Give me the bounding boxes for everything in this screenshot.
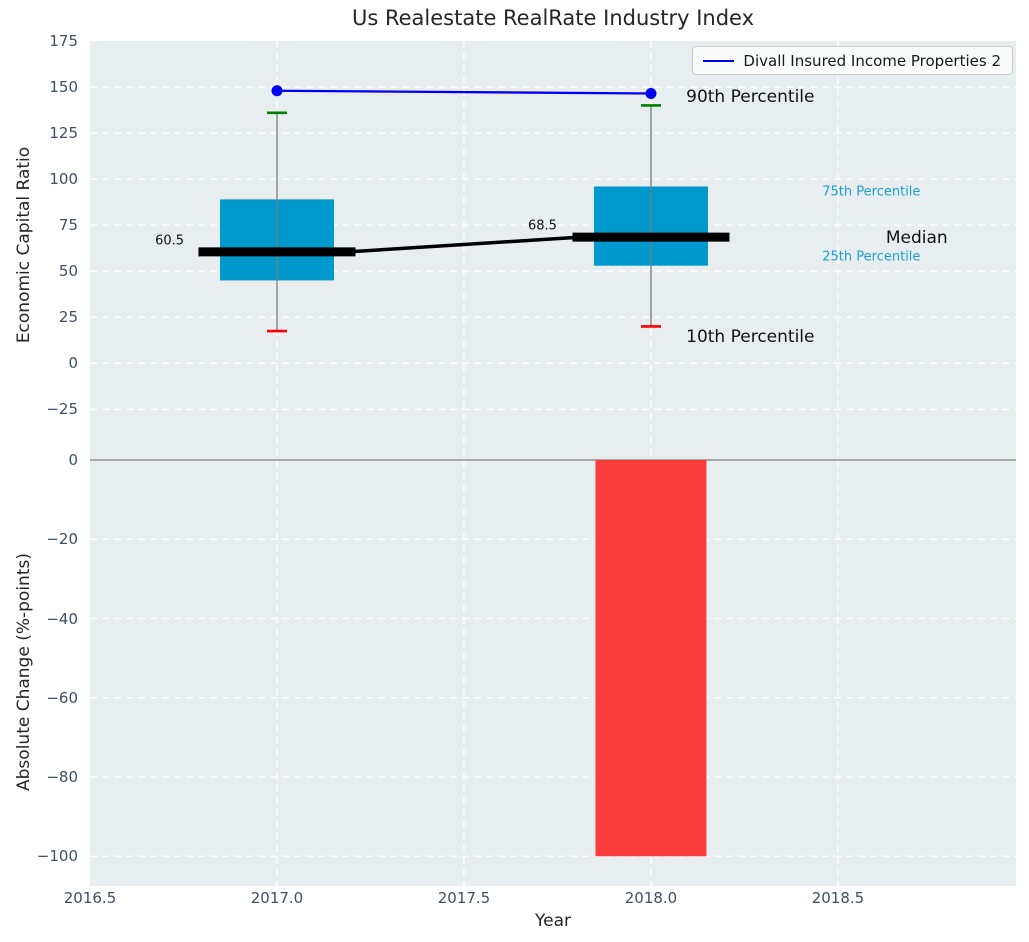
annotation-label: 75th Percentile [822,184,921,200]
y-tick-label: −60 [46,688,78,707]
y-tick-label: 125 [49,124,78,143]
annotation-label: Median [885,228,948,249]
y-tick-label: 150 [49,78,78,97]
series-legend-label: Divall Insured Income Properties 2 [743,51,1001,70]
x-tick-label: 2017.0 [250,889,304,907]
y-tick-label: −25 [46,400,78,419]
y-tick-label: −20 [46,530,78,549]
series-line-swatch-icon [703,59,735,62]
series-legend: Divall Insured Income Properties 2 [692,46,1013,75]
y-tick-label: 50 [58,262,78,281]
x-tick-label: 2018.0 [624,889,678,907]
y-tick-label: −40 [46,609,78,628]
y-axis-label-bottom: Absolute Change (%-points) [14,553,34,791]
x-tick-label: 2018.5 [811,889,865,907]
y-tick-label: 100 [49,170,78,189]
y-tick-label: 0 [68,451,78,469]
annotation-label: 25th Percentile [822,249,921,265]
annotation-label: 60.5 [155,233,185,249]
x-tick-label: 2017.5 [437,889,491,907]
annotation-label: 10th Percentile [686,326,815,347]
y-tick-label: 75 [58,216,78,235]
y-tick-label: −100 [36,847,78,866]
x-axis-label: Year [535,911,571,931]
x-tick-label: 2016.5 [63,889,117,907]
annotation-label: 90th Percentile [686,86,815,107]
y-tick-label: −80 [46,768,78,787]
plot-area-background [90,41,1016,886]
annotation-label: 68.5 [527,218,557,234]
y-tick-label: 25 [58,308,78,327]
y-tick-label: 175 [49,32,78,50]
y-tick-label: 0 [68,354,78,373]
chart-title: Us Realestate RealRate Industry Index [351,6,754,30]
